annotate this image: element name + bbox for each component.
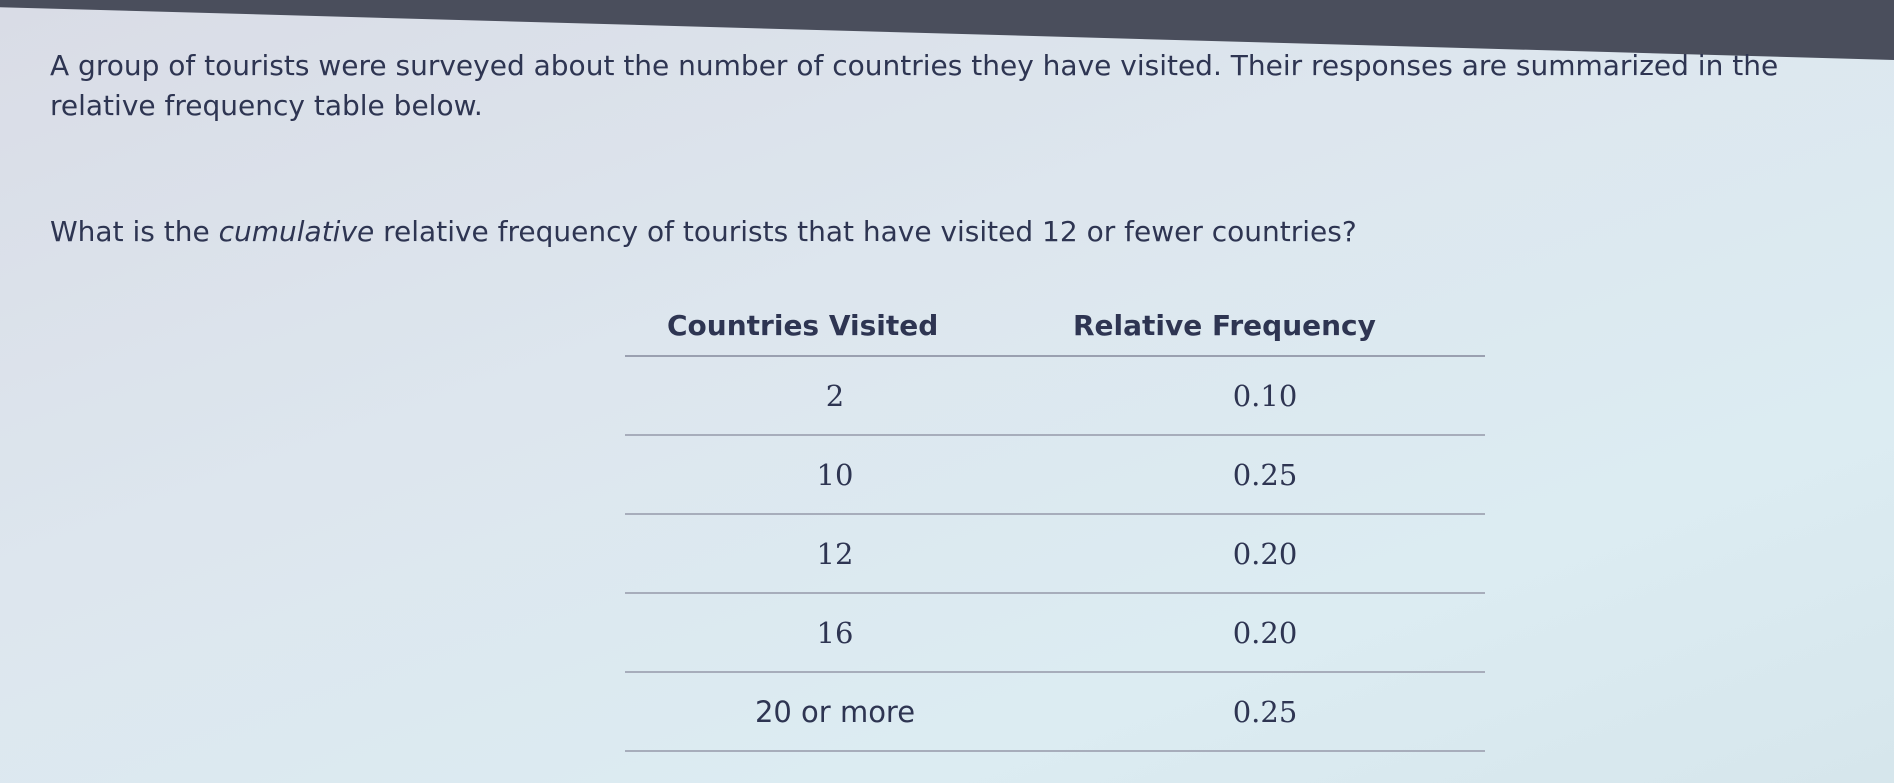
countries-cell: 20 or more [754,694,916,729]
countries-cell: 2 [825,378,845,413]
relative-frequency-table: Countries Visited Relative Frequency 2 0… [625,295,1485,752]
frequency-cell: 0.20 [1232,615,1298,650]
frequency-cell: 0.25 [1232,694,1298,729]
frequency-cell: 0.20 [1232,536,1298,571]
question-prompt: What is the cumulative relative frequenc… [50,212,1357,252]
prompt-before: What is the [50,215,219,248]
countries-cell: 10 [816,457,854,492]
table-row: 10 0.25 [625,436,1485,515]
prompt-emphasis: cumulative [218,215,375,248]
table-row: 16 0.20 [625,594,1485,673]
frequency-cell: 0.10 [1232,378,1298,413]
countries-cell: 16 [816,615,854,650]
header-countries-visited: Countries Visited [667,308,939,342]
table-row: 20 or more 0.25 [625,673,1485,752]
prompt-after: relative frequency of tourists that have… [374,215,1357,248]
table-row: 2 0.10 [625,357,1485,436]
frequency-cell: 0.25 [1232,457,1298,492]
countries-cell: 12 [816,536,854,571]
question-intro: A group of tourists were surveyed about … [50,49,1779,122]
header-relative-frequency: Relative Frequency [1073,308,1376,342]
table-row: 12 0.20 [625,515,1485,594]
table-header: Countries Visited Relative Frequency [625,295,1485,357]
